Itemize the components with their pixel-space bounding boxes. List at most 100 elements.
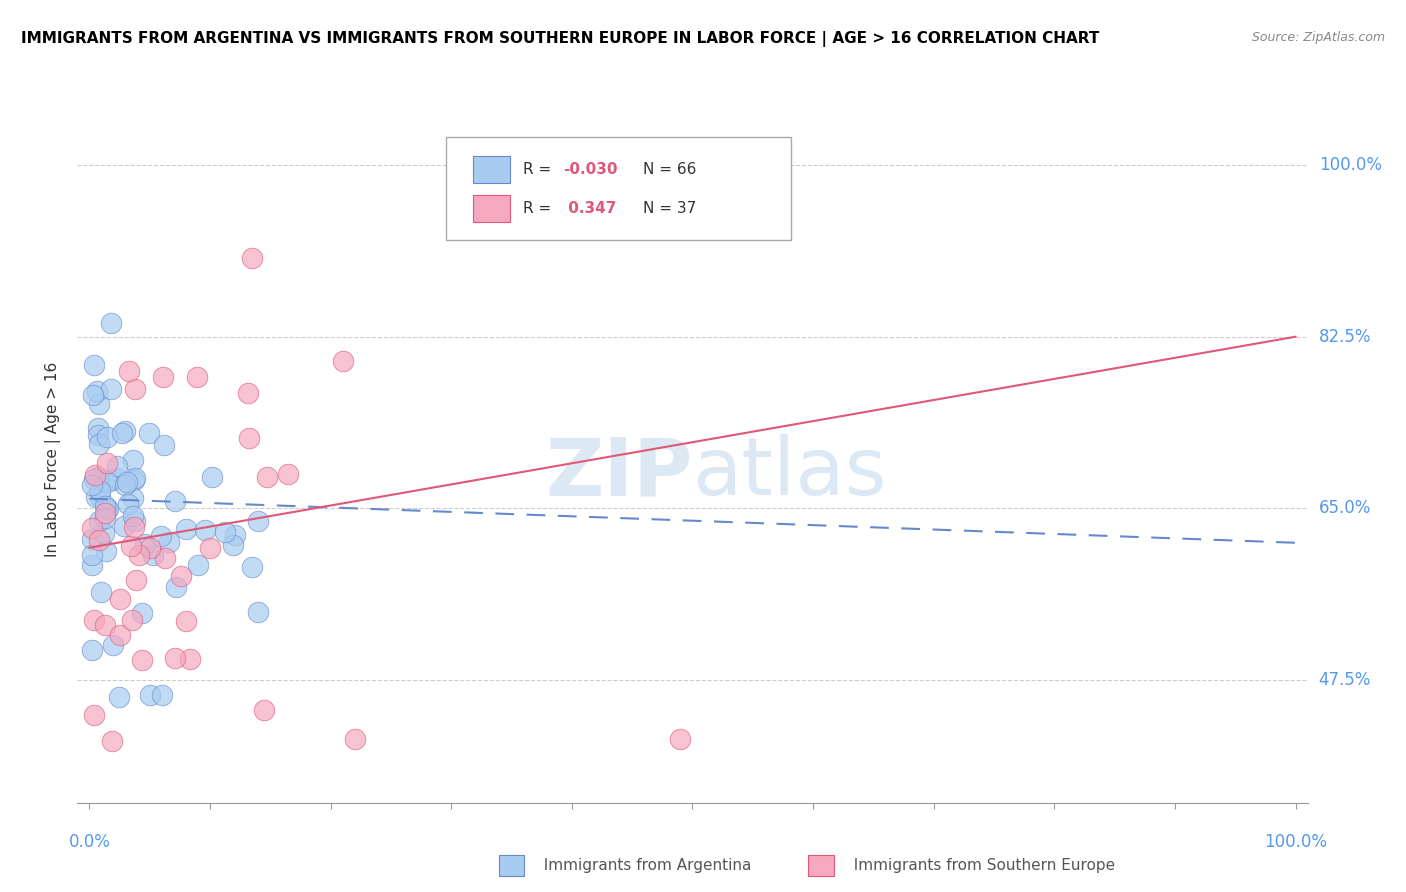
Point <box>89 483 111 498</box>
Point <box>89 397 111 411</box>
Point <box>83 473 105 487</box>
Point <box>122 452 145 467</box>
Point <box>142 548 165 562</box>
Point <box>114 478 136 492</box>
Text: ZIP: ZIP <box>546 434 693 512</box>
Point <box>131 606 153 620</box>
Point <box>121 491 143 505</box>
Point <box>150 688 173 702</box>
Point <box>83 358 105 372</box>
Point <box>124 471 146 485</box>
Point <box>89 514 111 528</box>
Point <box>96 502 118 516</box>
Point <box>82 388 104 402</box>
Point <box>165 580 187 594</box>
Point <box>277 467 299 481</box>
Point <box>222 538 245 552</box>
Point <box>100 382 122 396</box>
Point <box>87 437 110 451</box>
Point <box>152 438 174 452</box>
Point <box>105 470 128 484</box>
Point <box>94 511 117 525</box>
Point <box>238 432 260 446</box>
Point <box>163 494 186 508</box>
Point <box>80 477 103 491</box>
Text: 0.347: 0.347 <box>564 202 617 216</box>
Point <box>93 499 115 513</box>
Point <box>139 541 162 556</box>
Point <box>101 734 124 748</box>
FancyBboxPatch shape <box>447 136 792 240</box>
Point <box>187 558 209 573</box>
Point <box>186 370 208 384</box>
Point <box>343 731 366 746</box>
Point <box>122 509 145 524</box>
Point <box>198 541 221 555</box>
Bar <box>474 156 510 183</box>
Point <box>134 537 156 551</box>
Point <box>163 651 186 665</box>
Point <box>170 568 193 582</box>
Point <box>115 475 138 490</box>
Point <box>108 591 131 606</box>
Text: Immigrants from Southern Europe: Immigrants from Southern Europe <box>844 858 1115 872</box>
Point <box>122 473 145 487</box>
Point <box>97 502 120 516</box>
Point <box>100 316 122 330</box>
Point <box>124 514 146 528</box>
Point <box>94 544 117 558</box>
Point <box>131 653 153 667</box>
Point <box>128 549 150 563</box>
Point <box>80 643 103 657</box>
Point <box>150 529 173 543</box>
Point <box>87 470 110 484</box>
Point <box>83 707 105 722</box>
Point <box>669 731 692 746</box>
Point <box>80 532 103 546</box>
Point <box>240 560 263 574</box>
Text: IMMIGRANTS FROM ARGENTINA VS IMMIGRANTS FROM SOUTHERN EUROPE IN LABOR FORCE | AG: IMMIGRANTS FROM ARGENTINA VS IMMIGRANTS … <box>21 31 1099 47</box>
Point <box>201 470 224 484</box>
Point <box>120 539 142 553</box>
Point <box>246 605 269 619</box>
Point <box>86 428 108 442</box>
Text: 65.0%: 65.0% <box>1319 500 1371 517</box>
Point <box>107 690 129 704</box>
Point <box>214 524 236 539</box>
Point <box>124 382 146 396</box>
Point <box>176 522 198 536</box>
Text: N = 66: N = 66 <box>644 162 696 177</box>
Point <box>83 614 105 628</box>
Point <box>96 429 118 443</box>
Point <box>332 353 354 368</box>
Point <box>157 535 180 549</box>
Text: 47.5%: 47.5% <box>1319 671 1371 690</box>
Point <box>101 473 124 487</box>
Text: 0.0%: 0.0% <box>69 833 110 851</box>
Point <box>82 558 104 573</box>
Text: R =: R = <box>523 202 555 216</box>
Point <box>122 520 145 534</box>
Point <box>80 548 103 562</box>
Point <box>84 490 107 504</box>
Text: -0.030: -0.030 <box>564 162 617 177</box>
Point <box>94 500 117 514</box>
Point <box>86 421 108 435</box>
Text: N = 37: N = 37 <box>644 202 696 216</box>
Point <box>240 252 263 266</box>
Bar <box>474 195 510 222</box>
Text: Source: ZipAtlas.com: Source: ZipAtlas.com <box>1251 31 1385 45</box>
Point <box>111 425 134 440</box>
Point <box>114 424 136 438</box>
Point <box>118 364 141 378</box>
Text: R =: R = <box>523 162 555 177</box>
Text: atlas: atlas <box>693 434 887 512</box>
Point <box>238 386 260 401</box>
Point <box>224 528 246 542</box>
Y-axis label: In Labor Force | Age > 16: In Labor Force | Age > 16 <box>45 362 62 557</box>
Text: 100.0%: 100.0% <box>1264 833 1327 851</box>
Point <box>112 519 135 533</box>
Point <box>93 618 115 632</box>
Text: 82.5%: 82.5% <box>1319 327 1371 346</box>
Point <box>89 491 111 505</box>
